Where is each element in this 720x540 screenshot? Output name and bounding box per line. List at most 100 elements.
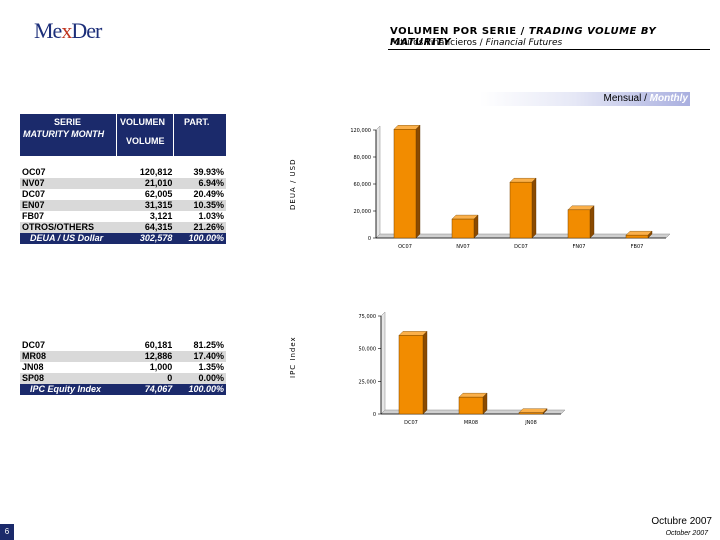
y-tick-label: 25,000 — [359, 379, 377, 385]
table-row: DC07 62,005 20.49% — [20, 189, 226, 200]
table-row: JN08 1,000 1.35% — [20, 362, 226, 373]
volume-cell: 60,181 — [144, 340, 173, 350]
part-cell: 39.93% — [193, 167, 224, 177]
footer-date-en: October 2007 — [665, 530, 708, 537]
bar-top — [625, 230, 653, 236]
total-label: IPC Equity Index — [20, 384, 121, 395]
table-row: OTROS/OTHERS 64,315 21.26% — [20, 222, 226, 233]
subtitle-es: Futuros Financieros / — [390, 38, 483, 48]
volume-cell: 31,315 — [121, 200, 175, 211]
bar — [451, 214, 479, 239]
col-volumen: VOLUMEN — [120, 117, 165, 127]
title-en: TRADING VOLUME BY MATURITY — [390, 26, 657, 48]
col-maturity: MATURITY MONTH — [23, 129, 105, 139]
bar — [509, 177, 537, 239]
page-subtitle: Futuros Financieros / Financial Futures — [390, 38, 562, 48]
x-tick-label: JN08 — [524, 420, 537, 426]
serie-cell: SP08 — [20, 373, 121, 384]
usd-volume-table: OC07 120,812 39.93% NV07 21,010 6.94% DC07 62,0… — [20, 167, 226, 244]
volume-cell: 21,010 — [121, 178, 175, 189]
volume-cell: 64,315 — [121, 222, 175, 233]
y-tick-label: 120,000 — [350, 128, 371, 134]
bar-side — [415, 124, 421, 239]
col-volume: VOLUME — [126, 136, 165, 146]
part-cell: 6.94% — [174, 178, 226, 189]
serie-cell: DC07 — [22, 340, 46, 350]
y-tick-label: 75,000 — [359, 314, 377, 320]
usd-volume-chart: 0 20,000 60,000 80,000 120,000 OC07 NV07 DC07 FN… — [350, 124, 671, 250]
footer-date-es: Octubre 2007 — [651, 516, 712, 527]
period-en: Monthly — [649, 93, 688, 104]
table-row: NV07 21,010 6.94% — [20, 178, 226, 189]
subtitle-en: Financial Futures — [485, 38, 563, 48]
x-tick-label: DC07 — [404, 420, 418, 426]
bar-side — [589, 205, 595, 239]
part-cell: 10.35% — [174, 200, 226, 211]
bar-top — [458, 392, 488, 398]
table-row: MR08 12,886 17.40% — [20, 351, 226, 362]
bar-front — [567, 209, 591, 239]
bar-front — [509, 181, 533, 239]
bar — [398, 330, 428, 415]
header-divider — [388, 49, 710, 50]
volume-cell: 0 — [120, 373, 175, 384]
serie-cell: EN07 — [20, 200, 122, 211]
x-tick-label: MR08 — [464, 420, 478, 426]
chart-wall — [375, 125, 381, 239]
serie-cell: FB07 — [22, 211, 45, 221]
part-cell: 1.35% — [198, 362, 224, 372]
y-tick-label: 50,000 — [359, 347, 377, 353]
period-banner: Mensual / Monthly — [480, 92, 690, 106]
volume-cell: 12,886 — [120, 351, 175, 362]
bar — [625, 230, 653, 239]
page-title: VOLUMEN POR SERIE / TRADING VOLUME BY MA… — [390, 26, 720, 48]
bar-front — [451, 218, 475, 239]
bar-side — [422, 330, 428, 415]
bar-top — [393, 125, 421, 130]
part-cell: 0.00% — [174, 373, 226, 384]
total-label: DEUA / US Dollar — [20, 233, 122, 244]
serie-cell: DC07 — [22, 189, 46, 199]
x-tick-label: FB07 — [631, 244, 644, 250]
volume-cell: 1,000 — [149, 362, 173, 372]
table-row: SP08 0 0.00% — [20, 373, 226, 384]
x-tick-label: OC07 — [398, 244, 412, 250]
bar-top — [518, 408, 548, 413]
bar-top — [567, 205, 595, 211]
bar-front — [518, 412, 544, 415]
mexder-logo: MexDer — [34, 18, 102, 43]
x-tick-label: FN07 — [573, 244, 586, 250]
bar — [458, 392, 488, 415]
bar-front — [398, 335, 424, 415]
table-row: FB07 3,121 1.03% — [20, 211, 226, 222]
total-part: 100.00% — [174, 384, 226, 395]
bar-side — [473, 214, 479, 239]
bar-front — [458, 396, 484, 415]
total-volume: 302,578 — [121, 233, 175, 244]
total-part: 100.00% — [174, 233, 226, 244]
part-cell: 81.25% — [193, 340, 224, 350]
bar — [567, 205, 595, 239]
header-separator — [173, 114, 174, 156]
bar-top — [509, 177, 537, 183]
bar — [393, 124, 421, 239]
serie-cell: NV07 — [20, 178, 122, 189]
ipc-axis-label: IPC Index — [289, 336, 297, 378]
serie-cell: MR08 — [20, 351, 121, 362]
bar-side — [531, 177, 537, 239]
table-row: OC07 120,812 39.93% — [20, 167, 226, 178]
bar-top — [451, 214, 479, 220]
bar-top — [398, 331, 428, 336]
part-cell: 20.49% — [193, 189, 224, 199]
y-tick-label: 80,000 — [354, 155, 372, 161]
title-es: VOLUMEN POR SERIE / — [390, 26, 525, 37]
x-tick-label: DC07 — [514, 244, 528, 250]
col-serie: SERIE — [54, 117, 82, 127]
part-cell: 21.26% — [174, 222, 226, 233]
y-tick-label: 0 — [373, 412, 376, 418]
bar-side — [482, 392, 488, 415]
ipc-volume-table: DC07 60,181 81.25% MR08 12,886 17.40% JN08 1,00… — [20, 340, 226, 395]
part-cell: 17.40% — [174, 351, 226, 362]
usd-axis-label: DEUA / USD — [289, 158, 297, 211]
bar-front — [393, 129, 417, 239]
